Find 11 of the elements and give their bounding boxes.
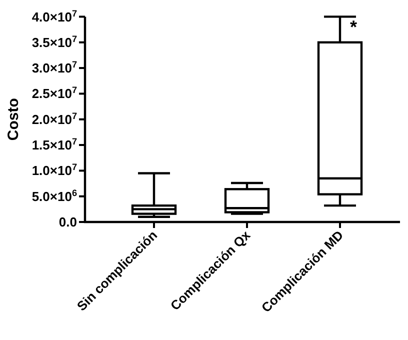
- y-tick-label: 1.0×10$^{7}$: [32, 162, 77, 178]
- annotation: *: [350, 16, 358, 37]
- y-tick-label: 1.5×10$^{7}$: [32, 136, 77, 153]
- y-tick-label: 3.5×10$^{7}$: [32, 34, 77, 50]
- y-tick-label: 5.0×10$^{6}$: [32, 188, 77, 204]
- y-axis-title: Costo: [5, 98, 22, 141]
- y-tick-label: 3.0×10$^{7}$: [32, 60, 77, 76]
- y-tick-label: 2.5×10$^{7}$: [32, 85, 77, 102]
- y-tick-label: 0.0: [58, 214, 77, 230]
- y-tick-label: 4.0×10$^{7}$: [32, 8, 77, 24]
- y-tick-label: 2.0×10$^{7}$: [32, 110, 77, 127]
